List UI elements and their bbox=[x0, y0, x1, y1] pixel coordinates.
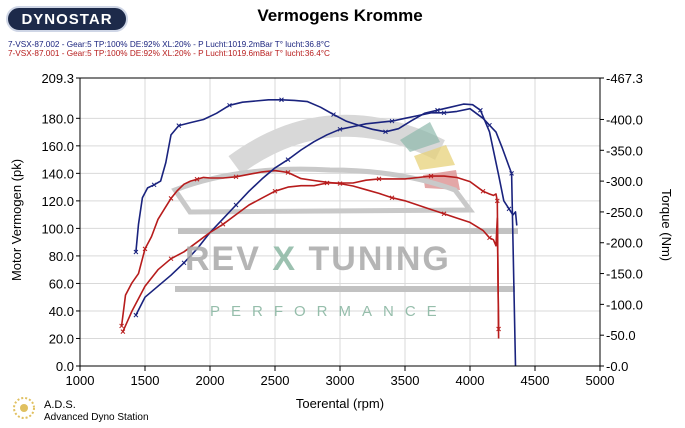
series-point-power bbox=[181, 260, 187, 266]
series-point-torque bbox=[227, 102, 232, 108]
ads-logo-icon bbox=[13, 397, 35, 419]
series-point-power bbox=[376, 176, 382, 182]
y2-tick-label: -100.0 bbox=[606, 297, 643, 312]
x-tick-label: 3500 bbox=[391, 373, 420, 388]
watermark-bar-top bbox=[178, 228, 518, 234]
series-point-torque bbox=[383, 129, 388, 135]
series-point-power bbox=[389, 118, 395, 124]
series-point-torque bbox=[331, 112, 336, 117]
series-point-torque bbox=[176, 123, 182, 128]
series-line-7-vsx-87-001-power bbox=[122, 175, 500, 339]
series-point-torque bbox=[151, 182, 157, 188]
y2-tick-label: -300.0 bbox=[606, 174, 643, 189]
rev-x-tuning-watermark bbox=[171, 114, 518, 292]
y2-tick-label: -250.0 bbox=[606, 205, 643, 220]
series-point-power bbox=[120, 329, 126, 334]
series-point-power bbox=[220, 221, 226, 227]
watermark-gauge-green bbox=[400, 122, 440, 152]
watermark-gauge-yellow bbox=[414, 145, 455, 170]
series-point-torque bbox=[435, 107, 440, 113]
y-tick-label: 120.0 bbox=[41, 194, 74, 209]
run-label-1: 7-VSX-87.002 - Gear:5 TP:100% DE:92% XL:… bbox=[8, 40, 330, 49]
y2-axis-label: Torque (Nm) bbox=[659, 189, 674, 261]
x-tick-label: 2500 bbox=[261, 373, 290, 388]
y-axis-ticks: 0.0 20.0 40.0 60.0 80.0 100.0 120.0 140.0 160.0 1… bbox=[41, 71, 80, 374]
series-point-torque bbox=[478, 107, 483, 113]
run-label-2: 7-VSX-87.001 - Gear:5 TP:100% DE:92% XL:… bbox=[8, 49, 330, 58]
y2-tick-label: -467.3 bbox=[606, 71, 643, 86]
y2-tick-label: -350.0 bbox=[606, 143, 643, 158]
x-tick-label: 4000 bbox=[456, 373, 485, 388]
series-point-power bbox=[272, 188, 278, 194]
y-tick-label: 0.0 bbox=[56, 359, 74, 374]
ads-long-label: Advanced Dyno Station bbox=[44, 412, 149, 423]
y-tick-label: 80.0 bbox=[49, 249, 74, 264]
x-tick-label: 5000 bbox=[586, 373, 615, 388]
series-point-power bbox=[494, 198, 500, 204]
series-point-power bbox=[168, 256, 174, 262]
series-point-power bbox=[285, 157, 291, 162]
series-line-7-vsx-87-002-power bbox=[135, 107, 517, 367]
y-axis-label: Motor Vermogen (pk) bbox=[9, 159, 24, 281]
dynostar-logo: DYNOSTAR bbox=[6, 6, 128, 32]
y-tick-label: 60.0 bbox=[49, 276, 74, 291]
series-point-power bbox=[480, 188, 486, 194]
series-point-power bbox=[233, 202, 239, 208]
y2-tick-label: -0.0 bbox=[606, 359, 628, 374]
series-point-power bbox=[441, 110, 447, 116]
watermark-car bbox=[171, 166, 475, 215]
chart-title: Vermogens Kromme bbox=[257, 6, 423, 25]
watermark-text: REV X TUNING bbox=[185, 240, 451, 278]
x-tick-label: 1500 bbox=[131, 373, 160, 388]
y2-tick-label: -50.0 bbox=[606, 328, 636, 343]
series-point-torque bbox=[285, 170, 291, 175]
y2-tick-label: -200.0 bbox=[606, 236, 643, 251]
series-point-power bbox=[428, 173, 434, 179]
x-axis-label: Toerental (rpm) bbox=[296, 396, 384, 411]
y-tick-label: 140.0 bbox=[41, 166, 74, 181]
y-tick-label: 209.3 bbox=[41, 71, 74, 86]
x-tick-label: 1000 bbox=[66, 373, 95, 388]
data-series bbox=[119, 97, 518, 367]
x-tick-label: 2000 bbox=[196, 373, 225, 388]
series-point-torque bbox=[279, 97, 284, 103]
x-axis-ticks: 1000 1500 2000 2500 3000 3500 4000 4500 5000 bbox=[66, 366, 615, 388]
series-point-torque bbox=[194, 176, 200, 182]
watermark-subtext: PERFORMANCE bbox=[210, 303, 448, 320]
series-point-torque bbox=[487, 235, 492, 241]
watermark-bar-bottom bbox=[175, 286, 515, 292]
series-point-power bbox=[337, 126, 343, 132]
series-point-torque bbox=[133, 249, 139, 255]
y2-tick-label: -400.0 bbox=[606, 112, 643, 127]
ads-short-label: A.D.S. bbox=[44, 399, 76, 411]
y2-tick-label: -150.0 bbox=[606, 267, 643, 282]
series-point-torque bbox=[389, 195, 395, 201]
y-tick-label: 160.0 bbox=[41, 139, 74, 154]
x-tick-label: 3000 bbox=[326, 373, 355, 388]
series-point-torque bbox=[441, 211, 447, 217]
series-point-power bbox=[487, 122, 492, 128]
series-point-torque bbox=[168, 196, 174, 201]
series-point-torque bbox=[506, 206, 512, 212]
y2-axis-ticks: -0.0 -50.0 -100.0 -150.0 -200.0 -250.0 -300.0 -… bbox=[600, 71, 643, 374]
logo-text: DYNOSTAR bbox=[21, 10, 113, 28]
y-tick-label: 40.0 bbox=[49, 304, 74, 319]
y-tick-label: 100.0 bbox=[41, 221, 74, 236]
series-point-power bbox=[509, 171, 514, 176]
series-point-torque bbox=[233, 174, 239, 180]
y-tick-label: 20.0 bbox=[49, 331, 74, 346]
series-point-power bbox=[324, 180, 330, 186]
y-tick-label: 180.0 bbox=[41, 111, 74, 126]
series-point-torque bbox=[119, 323, 124, 329]
series-point-power bbox=[133, 312, 139, 318]
series-point-torque bbox=[142, 246, 148, 252]
x-tick-label: 4500 bbox=[521, 373, 550, 388]
